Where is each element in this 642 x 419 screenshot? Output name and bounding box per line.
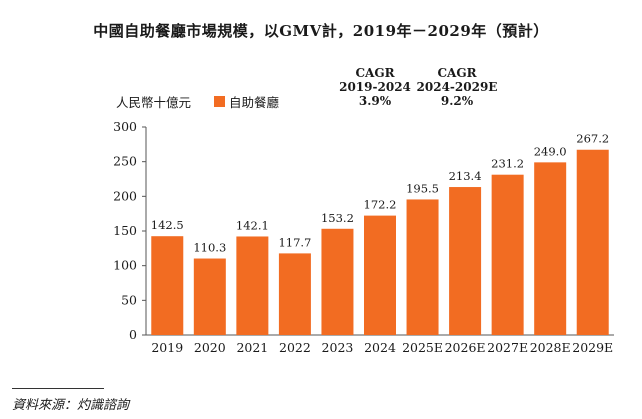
- x-tick-label-2026E: 2026E: [445, 340, 486, 355]
- data-label-2029E: 267.2: [576, 132, 609, 146]
- bar-2025E: [406, 199, 439, 335]
- source-divider: [12, 388, 104, 389]
- chart-title: 中國自助餐廳市場規模，以GMV計，2019年－2029年（預計）: [93, 22, 549, 40]
- bar-2019: [151, 236, 184, 335]
- data-label-2028E: 249.0: [534, 144, 567, 158]
- cagr-label: CAGR: [355, 66, 395, 80]
- cagr-annotation-2019-2024: CAGR 2019-2024 3.9%: [330, 66, 420, 108]
- legend: 自助餐廳: [214, 92, 279, 111]
- y-tick-label: 50: [121, 292, 137, 307]
- cagr-value: 9.2%: [440, 94, 474, 108]
- y-tick-label: 200: [113, 188, 137, 203]
- legend-swatch: [214, 96, 225, 107]
- x-tick-label-2022: 2022: [279, 340, 311, 355]
- x-tick-label-2028E: 2028E: [530, 340, 571, 355]
- x-tick-label-2027E: 2027E: [487, 340, 528, 355]
- cagr-value: 3.9%: [358, 94, 392, 108]
- x-tick-label-2025E: 2025E: [402, 340, 443, 355]
- bar-2020: [193, 258, 226, 335]
- bar-2029E: [576, 149, 609, 335]
- data-label-2022: 117.7: [278, 235, 311, 249]
- y-tick-label: 250: [113, 154, 137, 169]
- cagr-period: 2024-2029E: [416, 80, 498, 94]
- cagr-annotation-2024-2029: CAGR 2024-2029E 9.2%: [412, 66, 502, 108]
- y-tick-label: 300: [113, 119, 137, 134]
- data-label-2019: 142.5: [151, 218, 184, 232]
- data-label-2023: 153.2: [321, 211, 354, 225]
- bar-2026E: [449, 187, 482, 335]
- x-tick-label-2029E: 2029E: [572, 340, 613, 355]
- legend-label: 自助餐廳: [229, 95, 280, 110]
- data-label-2027E: 231.2: [491, 157, 524, 171]
- bar-2021: [236, 236, 269, 335]
- x-tick-label-2020: 2020: [194, 340, 226, 355]
- x-tick-label-2024: 2024: [364, 340, 396, 355]
- bar-2022: [278, 253, 311, 335]
- y-tick-label: 100: [113, 258, 137, 273]
- y-tick-label: 0: [129, 327, 137, 342]
- data-label-2026E: 213.4: [449, 169, 482, 183]
- bar-2024: [364, 215, 396, 335]
- y-tick-label: 150: [113, 223, 137, 238]
- data-label-2024: 172.2: [364, 198, 397, 212]
- data-label-2025E: 195.5: [406, 181, 439, 195]
- x-tick-label-2019: 2019: [151, 340, 183, 355]
- y-axis-unit-label: 人民幣十億元: [116, 95, 192, 110]
- bar-2023: [321, 228, 354, 335]
- cagr-period: 2019-2024: [339, 80, 411, 94]
- source-note: 資料來源：灼識諮詢: [12, 398, 130, 413]
- data-label-2020: 110.3: [193, 241, 226, 255]
- x-tick-label-2023: 2023: [322, 340, 354, 355]
- data-label-2021: 142.1: [236, 218, 269, 232]
- bar-2027E: [491, 174, 524, 335]
- x-tick-label-2021: 2021: [236, 340, 268, 355]
- bar-2028E: [534, 162, 567, 335]
- cagr-label: CAGR: [437, 66, 477, 80]
